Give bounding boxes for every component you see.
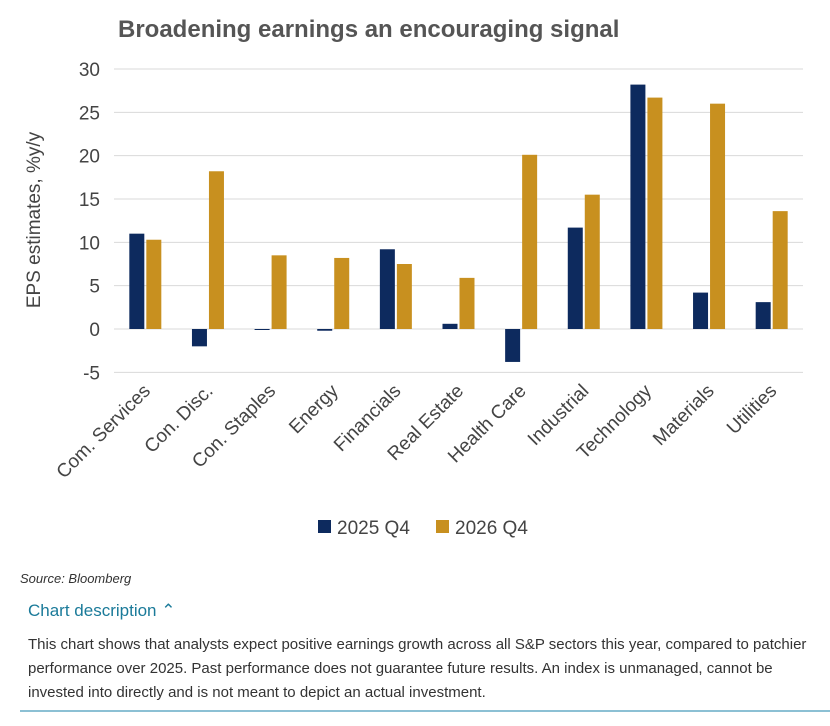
bar-2025-q4 bbox=[129, 233, 145, 329]
bar-2025-q4 bbox=[755, 302, 771, 329]
bar-2026-q4 bbox=[584, 194, 600, 329]
chart-description: This chart shows that analysts expect po… bbox=[28, 636, 807, 701]
y-tick-label: 10 bbox=[79, 233, 100, 254]
x-tick-label: Energy bbox=[285, 380, 343, 438]
y-tick-label: 20 bbox=[79, 147, 100, 168]
legend-swatch bbox=[318, 520, 331, 533]
y-tick-label: 0 bbox=[89, 320, 100, 341]
bar-2026-q4 bbox=[522, 154, 538, 329]
chart-description-toggle[interactable]: Chart description ⌃ bbox=[28, 601, 176, 621]
bar-2026-q4 bbox=[772, 211, 788, 329]
y-tick-label: -5 bbox=[83, 363, 100, 384]
x-tick-label: Com. Services bbox=[53, 381, 155, 483]
bar-2026-q4 bbox=[710, 103, 726, 330]
source-note: Source: Bloomberg bbox=[20, 571, 132, 586]
bar-2025-q4 bbox=[379, 249, 395, 329]
divider bbox=[20, 710, 830, 712]
bar-2025-q4 bbox=[630, 84, 646, 329]
x-tick-label: Materials bbox=[649, 381, 718, 450]
x-tick-label: Utilities bbox=[723, 381, 781, 439]
legend-swatch bbox=[436, 520, 449, 533]
chart-title: Broadening earnings an encouraging signa… bbox=[118, 16, 619, 43]
bar-2025-q4 bbox=[567, 227, 583, 329]
bar-2026-q4 bbox=[271, 255, 287, 329]
bar-2025-q4 bbox=[191, 329, 207, 347]
toggle-label: Chart description bbox=[28, 601, 157, 620]
legend-label: 2025 Q4 bbox=[337, 518, 410, 539]
y-tick-label: 30 bbox=[79, 60, 100, 81]
bar-2025-q4 bbox=[317, 329, 333, 331]
bar-2026-q4 bbox=[459, 277, 475, 329]
bar-2026-q4 bbox=[146, 239, 162, 329]
bar-2026-q4 bbox=[396, 264, 412, 329]
chevron-up-icon: ⌃ bbox=[161, 601, 176, 620]
bar-2026-q4 bbox=[334, 257, 350, 329]
bar-2025-q4 bbox=[693, 292, 709, 329]
bar-2026-q4 bbox=[208, 171, 224, 329]
bar-2025-q4 bbox=[505, 329, 521, 362]
bar-2026-q4 bbox=[647, 97, 663, 329]
legend-label: 2026 Q4 bbox=[455, 518, 528, 539]
bar-2025-q4 bbox=[254, 329, 270, 330]
y-tick-label: 25 bbox=[79, 103, 100, 124]
y-tick-label: 15 bbox=[79, 190, 100, 211]
bar-2025-q4 bbox=[442, 323, 458, 329]
y-tick-label: 5 bbox=[89, 277, 100, 298]
bar-chart: Broadening earnings an encouraging signa… bbox=[24, 16, 803, 539]
y-axis-label: EPS estimates, %y/y bbox=[24, 131, 45, 308]
